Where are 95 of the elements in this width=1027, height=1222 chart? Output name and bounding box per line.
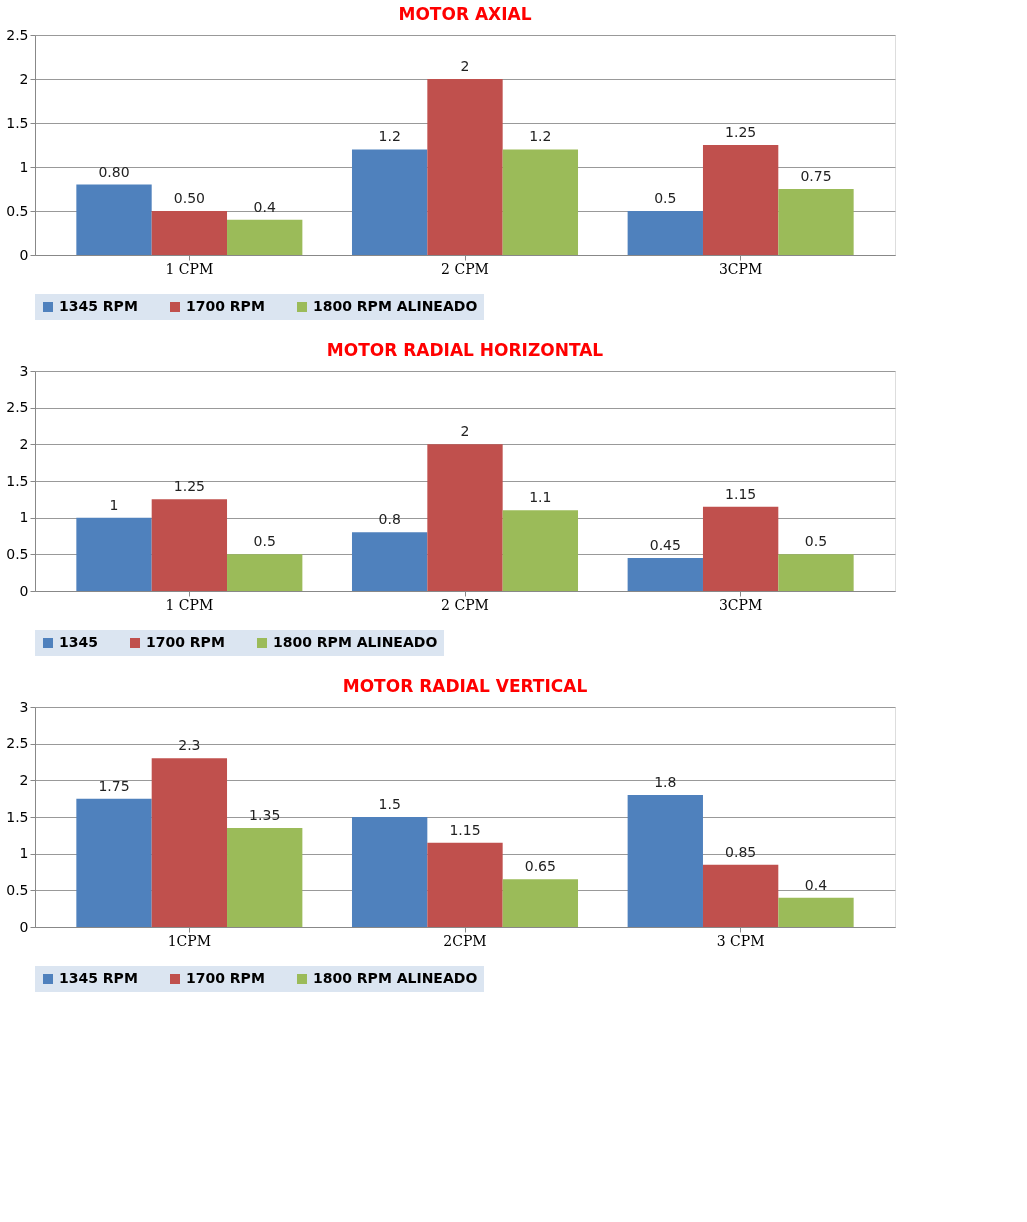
legend-label: 1700 RPM — [186, 970, 265, 986]
data-label: 1.2 — [529, 128, 552, 145]
bar — [502, 510, 579, 591]
bar — [627, 558, 703, 591]
y-tick-label: 2 — [19, 771, 29, 788]
bar — [627, 795, 703, 927]
bar — [151, 758, 228, 927]
y-tick-label: 2.5 — [6, 399, 29, 416]
bar — [427, 79, 503, 255]
bar — [702, 506, 779, 591]
bar — [502, 149, 579, 255]
bar — [227, 219, 303, 255]
data-label: 0.5 — [804, 533, 828, 550]
y-tick-label: 2 — [19, 435, 29, 452]
data-label: 0.80 — [98, 163, 130, 180]
data-label: 0.4 — [804, 876, 828, 893]
y-tick-label: 1 — [19, 845, 29, 862]
data-label: 1.25 — [173, 478, 205, 495]
y-tick-label: 1 — [19, 509, 29, 526]
data-label: 1.5 — [378, 796, 401, 812]
bar — [427, 444, 503, 591]
data-label: 1.75 — [98, 777, 130, 794]
bar — [151, 499, 228, 591]
data-label: 0.65 — [524, 858, 556, 875]
x-tick-label: 2 CPM — [441, 260, 489, 277]
y-tick-label: 3 — [19, 362, 29, 379]
data-label: 1.2 — [378, 128, 401, 145]
legend-label: 1800 RPM ALINEADO — [313, 970, 478, 986]
legend-label: 1345 — [59, 634, 98, 650]
data-label: 1 — [109, 496, 119, 513]
bar — [627, 211, 703, 255]
x-tick-label: 3CPM — [718, 596, 763, 613]
bar — [702, 145, 779, 255]
y-tick-label: 2 — [19, 70, 29, 87]
chart-title: MOTOR AXIAL — [398, 4, 532, 24]
legend-label: 1800 RPM ALINEADO — [313, 298, 478, 314]
y-tick-label: 2.5 — [6, 26, 29, 43]
y-tick-label: 0 — [19, 246, 29, 263]
bar — [778, 554, 854, 591]
x-tick-label: 2CPM — [443, 932, 487, 949]
bar — [351, 817, 428, 927]
y-tick-label: 0.5 — [6, 881, 29, 898]
bar — [76, 184, 152, 255]
x-tick-label: 2 CPM — [441, 596, 489, 613]
bar — [151, 211, 228, 255]
data-label: 1.35 — [249, 807, 281, 823]
y-tick-label: 0.5 — [6, 202, 29, 219]
bar — [76, 517, 152, 591]
bar — [351, 532, 428, 591]
data-label: 2 — [460, 423, 470, 440]
data-label: 0.75 — [800, 168, 832, 184]
data-label: 0.5 — [253, 533, 276, 550]
data-label: 0.50 — [173, 190, 205, 206]
x-tick-label: 1 CPM — [165, 260, 214, 277]
x-tick-label: 3 CPM — [716, 932, 765, 949]
data-label: 1.15 — [449, 821, 481, 838]
bar — [76, 798, 152, 927]
bar — [502, 879, 579, 927]
x-tick-label: 3CPM — [718, 260, 763, 277]
data-label: 1.15 — [725, 485, 757, 502]
data-label: 1.1 — [529, 489, 552, 506]
legend-label: 1345 RPM — [59, 970, 138, 986]
bar — [427, 842, 503, 927]
data-label: 1.8 — [654, 774, 677, 790]
data-label: 0.85 — [725, 843, 757, 860]
y-tick-label: 2.5 — [6, 735, 29, 752]
chart-title: MOTOR RADIAL HORIZONTAL — [326, 340, 604, 360]
data-label: 2 — [460, 58, 470, 74]
legend-label: 1800 RPM ALINEADO — [273, 634, 438, 650]
y-tick-label: 0 — [19, 918, 29, 935]
data-label: 2.3 — [178, 737, 201, 754]
legend-label: 1700 RPM — [186, 298, 265, 314]
chart-title: MOTOR RADIAL VERTICAL — [342, 676, 588, 696]
bar — [778, 897, 854, 927]
y-tick-label: 0 — [19, 582, 29, 599]
x-tick-label: 1CPM — [167, 932, 212, 949]
bar — [227, 554, 303, 591]
data-label: 0.8 — [378, 511, 401, 528]
bar — [702, 864, 779, 927]
y-tick-label: 1.5 — [6, 472, 29, 489]
legend-label: 1700 RPM — [146, 634, 225, 650]
bar — [778, 189, 854, 255]
data-label: 0.45 — [649, 537, 681, 553]
bar — [351, 149, 428, 255]
y-tick-label: 1.5 — [6, 808, 29, 825]
x-tick-label: 1 CPM — [165, 596, 214, 613]
data-label: 1.25 — [725, 124, 757, 140]
y-tick-label: 1 — [19, 158, 29, 175]
bar — [227, 828, 303, 927]
y-tick-label: 3 — [19, 698, 29, 715]
data-label: 0.5 — [654, 190, 677, 206]
y-tick-label: 0.5 — [6, 545, 29, 562]
data-label: 0.4 — [253, 198, 276, 215]
legend-label: 1345 RPM — [59, 298, 138, 314]
y-tick-label: 1.5 — [6, 114, 29, 131]
